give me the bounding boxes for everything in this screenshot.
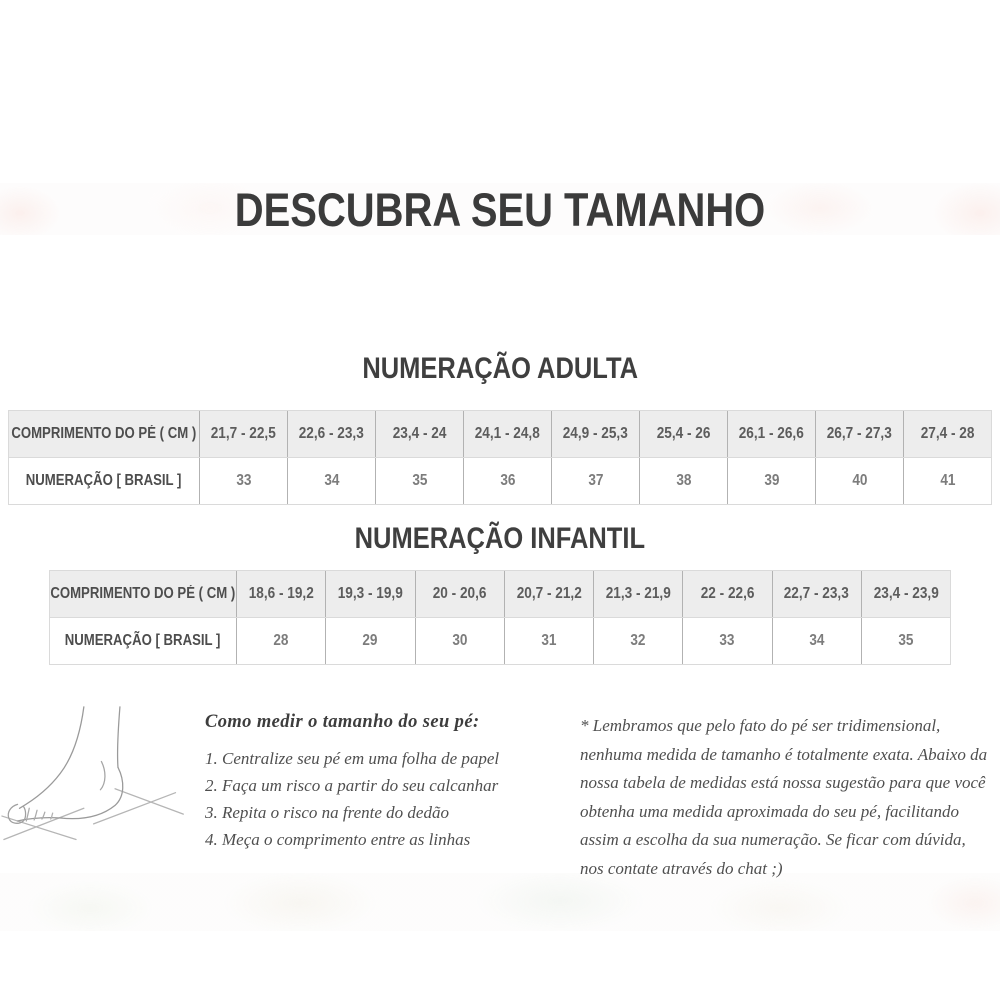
table-cell: 41 — [903, 458, 991, 504]
table-row: NUMERAÇÃO [ BRASIL ] 33 34 35 36 37 38 39 40 41 — [9, 457, 991, 504]
foot-measurement-illustration — [0, 705, 195, 855]
child-section-heading: NUMERAÇÃO INFANTIL — [354, 522, 646, 555]
table-cell: 35 — [860, 618, 950, 664]
row-label: NUMERAÇÃO [ BRASIL ] — [26, 472, 182, 489]
table-row: NUMERAÇÃO [ BRASIL ] 28 29 30 31 32 33 34 35 — [50, 617, 950, 664]
table-cell: 20 - 20,6 — [414, 571, 504, 617]
how-to-steps: 1. Centralize seu pé em uma folha de pap… — [205, 745, 550, 853]
table-cell: 23,4 - 24 — [375, 411, 463, 457]
table-cell: 20,7 - 21,2 — [503, 571, 593, 617]
row-label: NUMERAÇÃO [ BRASIL ] — [65, 632, 221, 649]
page-title: DESCUBRA SEU TAMANHO — [234, 183, 766, 236]
table-cell: 23,4 - 23,9 — [860, 571, 950, 617]
table-cell: 34 — [771, 618, 861, 664]
how-to-heading: Como medir o tamanho do seu pé: — [205, 712, 480, 732]
table-cell: 24,1 - 24,8 — [463, 411, 551, 457]
table-cell: 28 — [236, 618, 325, 664]
table-cell: 31 — [503, 618, 593, 664]
how-to-step: 1. Centralize seu pé em uma folha de pap… — [205, 749, 500, 768]
table-cell: 30 — [414, 618, 504, 664]
how-to-step: 2. Faça um risco a partir do seu calcanh… — [205, 776, 499, 795]
table-row: COMPRIMENTO DO PÉ ( CM ) 21,7 - 22,5 22,6 … — [9, 411, 991, 457]
table-cell: 36 — [463, 458, 551, 504]
table-cell: 19,3 - 19,9 — [325, 571, 414, 617]
table-cell: 21,3 - 21,9 — [593, 571, 682, 617]
table-cell: 18,6 - 19,2 — [236, 571, 325, 617]
table-cell: 26,7 - 27,3 — [815, 411, 903, 457]
row-label: COMPRIMENTO DO PÉ ( CM ) — [50, 585, 236, 602]
table-cell: 27,4 - 28 — [903, 411, 991, 457]
adult-size-table: COMPRIMENTO DO PÉ ( CM ) 21,7 - 22,5 22,6 … — [8, 410, 992, 505]
adult-section-heading: NUMERAÇÃO ADULTA — [362, 352, 638, 385]
table-cell: 21,7 - 22,5 — [199, 411, 287, 457]
table-cell: 37 — [551, 458, 639, 504]
table-cell: 40 — [815, 458, 903, 504]
table-cell: 38 — [639, 458, 727, 504]
table-row: COMPRIMENTO DO PÉ ( CM ) 18,6 - 19,2 19,3 … — [50, 571, 950, 617]
how-to-step: 3. Repita o risco na frente do dedão — [205, 803, 449, 822]
table-cell: 29 — [325, 618, 414, 664]
how-to-step: 4. Meça o comprimento entre as linhas — [205, 830, 471, 849]
table-cell: 33 — [199, 458, 287, 504]
disclaimer-note: * Lembramos que pelo fato do pé ser trid… — [580, 716, 988, 878]
how-to-measure-block: Como medir o tamanho do seu pé: 1. Centr… — [205, 712, 550, 853]
table-cell: 32 — [593, 618, 682, 664]
table-cell: 35 — [375, 458, 463, 504]
row-label: COMPRIMENTO DO PÉ ( CM ) — [11, 425, 197, 442]
child-size-table: COMPRIMENTO DO PÉ ( CM ) 18,6 - 19,2 19,3 … — [49, 570, 951, 665]
table-cell: 22,7 - 23,3 — [771, 571, 861, 617]
table-cell: 33 — [682, 618, 771, 664]
table-cell: 24,9 - 25,3 — [551, 411, 639, 457]
table-cell: 25,4 - 26 — [639, 411, 727, 457]
table-cell: 26,1 - 26,6 — [727, 411, 815, 457]
foot-sketch-icon — [1, 706, 184, 841]
table-cell: 22 - 22,6 — [682, 571, 771, 617]
table-cell: 22,6 - 23,3 — [287, 411, 375, 457]
table-cell: 39 — [727, 458, 815, 504]
table-cell: 34 — [287, 458, 375, 504]
